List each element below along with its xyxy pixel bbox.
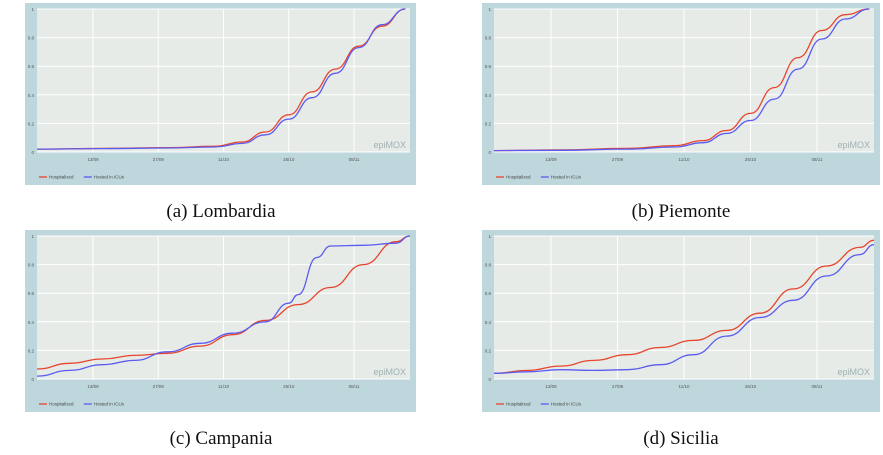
chart-frame: 0 0.2 0.4 0.6 0.8 1 13/09 27/09 11/10 25/10 08/11 e…: [25, 3, 416, 185]
y-tick-label: 0.2: [28, 348, 35, 353]
legend-label: Hosted in ICUs: [94, 175, 125, 180]
caption: (d) Sicilia: [643, 428, 719, 449]
watermark: epiMOX: [373, 140, 406, 150]
x-tick-label: 11/10: [679, 384, 690, 389]
y-tick-label: 1: [488, 7, 491, 12]
x-tick-label: 13/09: [545, 384, 557, 389]
y-tick-label: 0.6: [28, 64, 35, 69]
y-tick-label: 0.4: [28, 93, 35, 98]
legend-label: Hosted in ICUs: [551, 175, 582, 180]
x-tick-label: 13/09: [87, 384, 99, 389]
caption: (a) Lombardia: [166, 201, 276, 222]
watermark: epiMOX: [373, 367, 406, 377]
legend-label: Hospitalized: [506, 402, 531, 407]
y-tick-label: 0.6: [28, 291, 35, 296]
x-tick-label: 25/10: [283, 157, 295, 162]
y-tick-label: 0: [488, 377, 491, 382]
x-tick-label: 27/09: [612, 157, 624, 162]
y-tick-label: 0: [31, 377, 34, 382]
y-tick-label: 1: [488, 234, 491, 239]
line-chart-piemonte: 0 0.2 0.4 0.6 0.8 1 13/09 27/09 11/10 25/10 08/11 e…: [485, 7, 874, 180]
x-tick-label: 27/09: [612, 384, 624, 389]
line-chart-campania: 0 0.2 0.4 0.6 0.8 1 13/09 27/09 11/10 25/10 08/11 e…: [28, 234, 411, 407]
x-tick-label: 13/09: [87, 157, 99, 162]
y-tick-label: 0.8: [28, 36, 35, 41]
legend-label: Hospitalized: [49, 402, 74, 407]
series-line-icu: [36, 8, 406, 150]
y-tick-label: 0.2: [28, 121, 35, 126]
legend-label: Hospitalized: [49, 175, 74, 180]
y-tick-label: 1: [31, 234, 34, 239]
x-tick-label: 25/10: [283, 384, 295, 389]
watermark: epiMOX: [837, 367, 870, 377]
y-tick-label: 0.4: [485, 320, 492, 325]
y-tick-label: 1: [31, 7, 34, 12]
y-tick-label: 0.8: [28, 263, 35, 268]
x-tick-label: 27/09: [153, 157, 165, 162]
y-tick-label: 0: [488, 150, 491, 155]
chart-frame: 0 0.2 0.4 0.6 0.8 1 13/09 27/09 11/10 25/10 08/11 e…: [25, 230, 416, 412]
x-tick-label: 11/10: [218, 384, 229, 389]
line-chart-lombardia: 0 0.2 0.4 0.6 0.8 1 13/09 27/09 11/10 25/10 08/11 e…: [28, 7, 410, 180]
y-tick-label: 0.4: [485, 93, 492, 98]
series-line-icu: [493, 8, 870, 152]
x-tick-label: 25/10: [745, 384, 757, 389]
line-chart-sicilia: 0 0.2 0.4 0.6 0.8 1 13/09 27/09 11/10 25/10 08/11 e…: [485, 234, 875, 407]
series-line-hospitalized: [493, 239, 875, 374]
y-tick-label: 0.2: [485, 348, 492, 353]
x-tick-label: 08/11: [812, 384, 823, 389]
y-tick-label: 0: [31, 150, 34, 155]
chart-frame: 0 0.2 0.4 0.6 0.8 1 13/09 27/09 11/10 25/10 08/11 e…: [482, 230, 880, 412]
series-line-icu: [493, 243, 875, 374]
legend-label: Hosted in ICUs: [551, 402, 582, 407]
y-tick-label: 0.8: [485, 36, 492, 41]
x-tick-label: 08/11: [349, 157, 360, 162]
x-tick-label: 11/10: [679, 157, 690, 162]
legend-label: Hosted in ICUs: [94, 402, 125, 407]
y-tick-label: 0.6: [485, 291, 492, 296]
y-tick-label: 0.2: [485, 121, 492, 126]
series-line-hospitalized: [36, 235, 411, 370]
y-tick-label: 0.6: [485, 64, 492, 69]
x-tick-label: 08/11: [349, 384, 360, 389]
x-tick-label: 08/11: [812, 157, 823, 162]
watermark: epiMOX: [837, 140, 870, 150]
y-tick-label: 0.4: [28, 320, 35, 325]
caption: (c) Campania: [169, 428, 273, 449]
series-line-icu: [36, 235, 411, 377]
chart-frame: 0 0.2 0.4 0.6 0.8 1 13/09 27/09 11/10 25/10 08/11 e…: [482, 3, 880, 185]
x-tick-label: 11/10: [218, 157, 229, 162]
x-tick-label: 25/10: [745, 157, 757, 162]
caption: (b) Piemonte: [631, 201, 731, 222]
x-tick-label: 13/09: [545, 157, 557, 162]
x-tick-label: 27/09: [153, 384, 165, 389]
series-line-hospitalized: [493, 8, 870, 152]
y-tick-label: 0.8: [485, 263, 492, 268]
legend-label: Hospitalized: [506, 175, 531, 180]
